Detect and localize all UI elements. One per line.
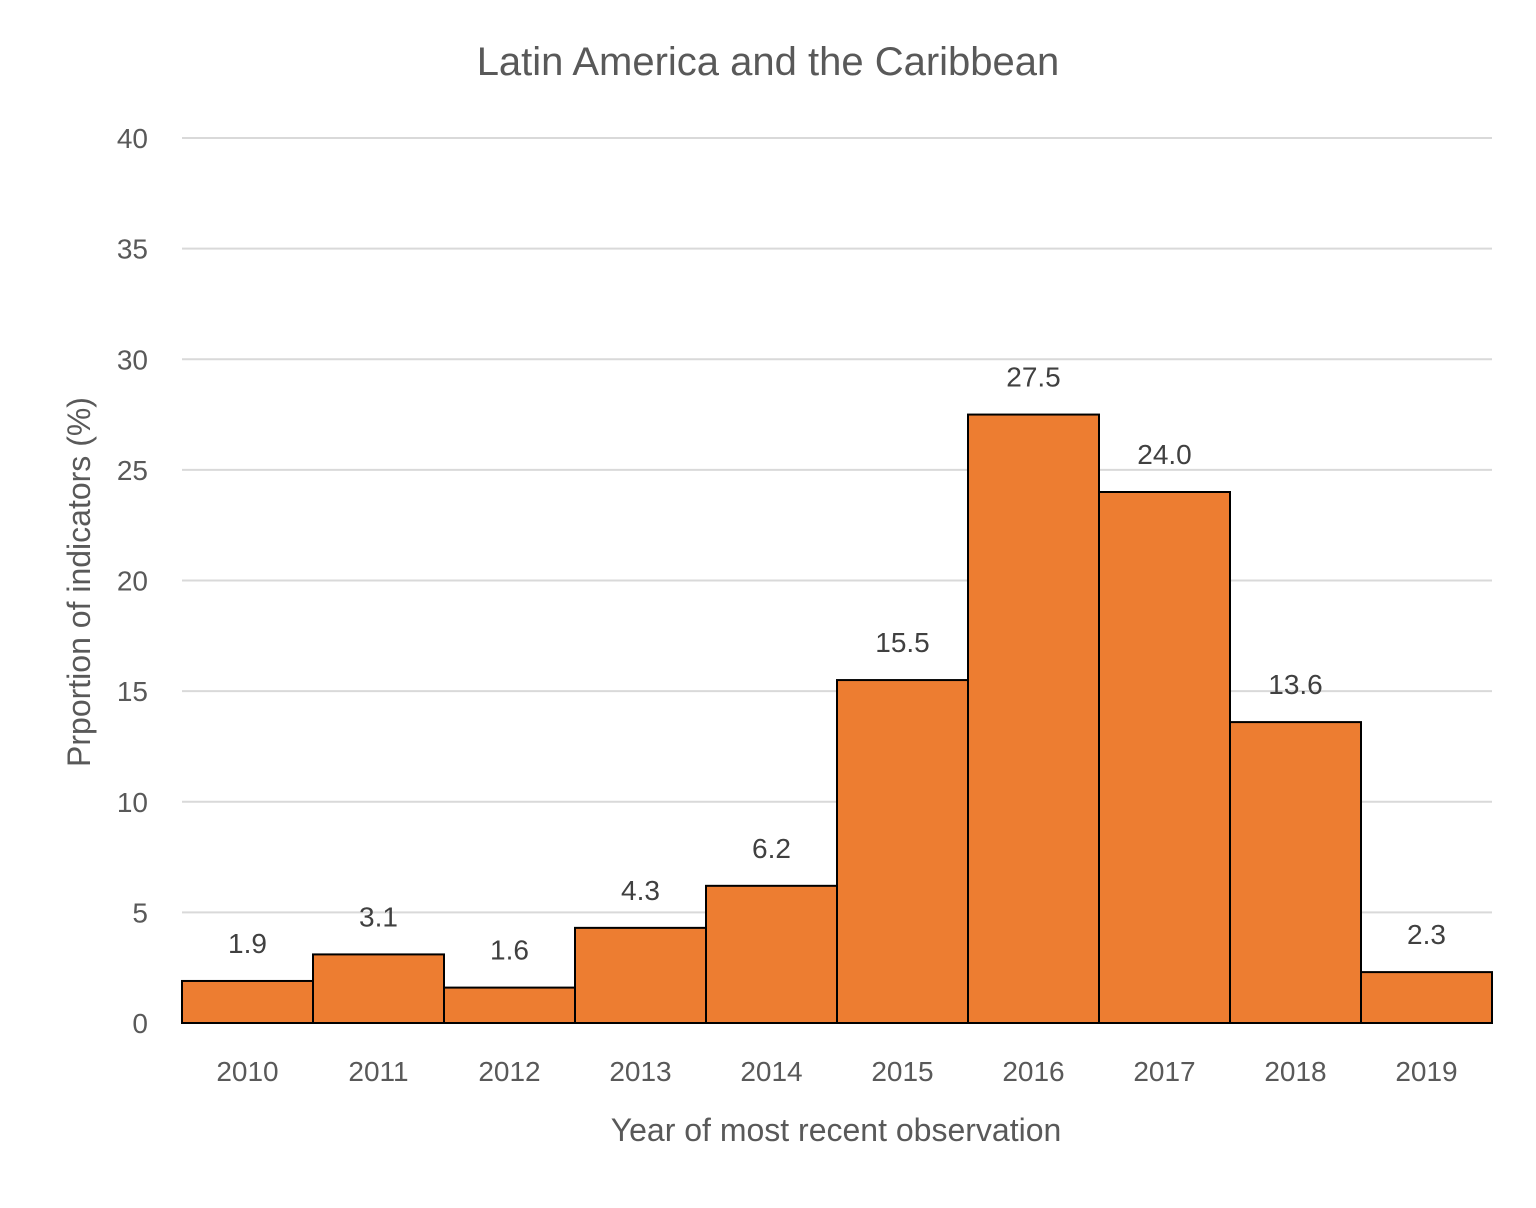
data-labels: 1.9 3.1 1.6 4.3 6.2 15.5 27.5 24.0 13.6 2.3	[228, 362, 1446, 966]
bar-2017	[1098, 491, 1231, 1024]
x-tick-labels: 2010 2011 2012 2013 2014 2015 2016 2017 2018 2019	[216, 1056, 1457, 1087]
x-tick-label: 2014	[740, 1056, 802, 1087]
y-tick-label: 25	[117, 455, 148, 486]
x-tick-label: 2018	[1264, 1056, 1326, 1087]
data-label: 13.6	[1268, 669, 1323, 700]
bar-2019	[1360, 971, 1493, 1024]
y-tick-label: 40	[117, 123, 148, 154]
x-tick-label: 2013	[609, 1056, 671, 1087]
y-tick-label: 0	[132, 1008, 148, 1039]
data-label: 24.0	[1137, 439, 1192, 470]
y-tick-label: 10	[117, 787, 148, 818]
bar-2011	[312, 953, 445, 1024]
x-tick-label: 2015	[871, 1056, 933, 1087]
data-label: 27.5	[1006, 362, 1061, 393]
y-tick-label: 15	[117, 676, 148, 707]
y-tick-label: 30	[117, 344, 148, 375]
x-tick-label: 2019	[1395, 1056, 1457, 1087]
bar-2010	[181, 979, 314, 1025]
data-label: 2.3	[1407, 919, 1446, 950]
y-tick-label: 35	[117, 234, 148, 265]
y-axis-label: Prportion of indicators (%)	[61, 397, 97, 767]
data-label: 4.3	[621, 875, 660, 906]
bar-2014	[705, 884, 838, 1025]
bar-2016	[967, 413, 1100, 1024]
y-tick-label: 20	[117, 566, 148, 597]
x-tick-label: 2017	[1133, 1056, 1195, 1087]
x-tick-label: 2012	[478, 1056, 540, 1087]
bar-2015	[836, 679, 969, 1024]
bars	[181, 413, 1493, 1025]
x-tick-label: 2011	[348, 1056, 408, 1087]
x-tick-label: 2010	[216, 1056, 278, 1087]
data-label: 3.1	[359, 901, 398, 932]
bar-2018	[1229, 721, 1362, 1024]
y-tick-labels: 0 5 10 15 20 25 30 35 40	[117, 123, 148, 1039]
chart-title: Latin America and the Caribbean	[477, 40, 1060, 84]
data-label: 15.5	[875, 627, 930, 658]
data-label: 1.9	[228, 928, 267, 959]
bar-2013	[574, 926, 707, 1024]
y-tick-label: 5	[132, 897, 148, 928]
data-label: 1.6	[490, 935, 529, 966]
bar-2012	[443, 986, 576, 1024]
data-label: 6.2	[752, 833, 791, 864]
x-axis-label: Year of most recent observation	[611, 1112, 1062, 1148]
x-tick-label: 2016	[1002, 1056, 1064, 1087]
